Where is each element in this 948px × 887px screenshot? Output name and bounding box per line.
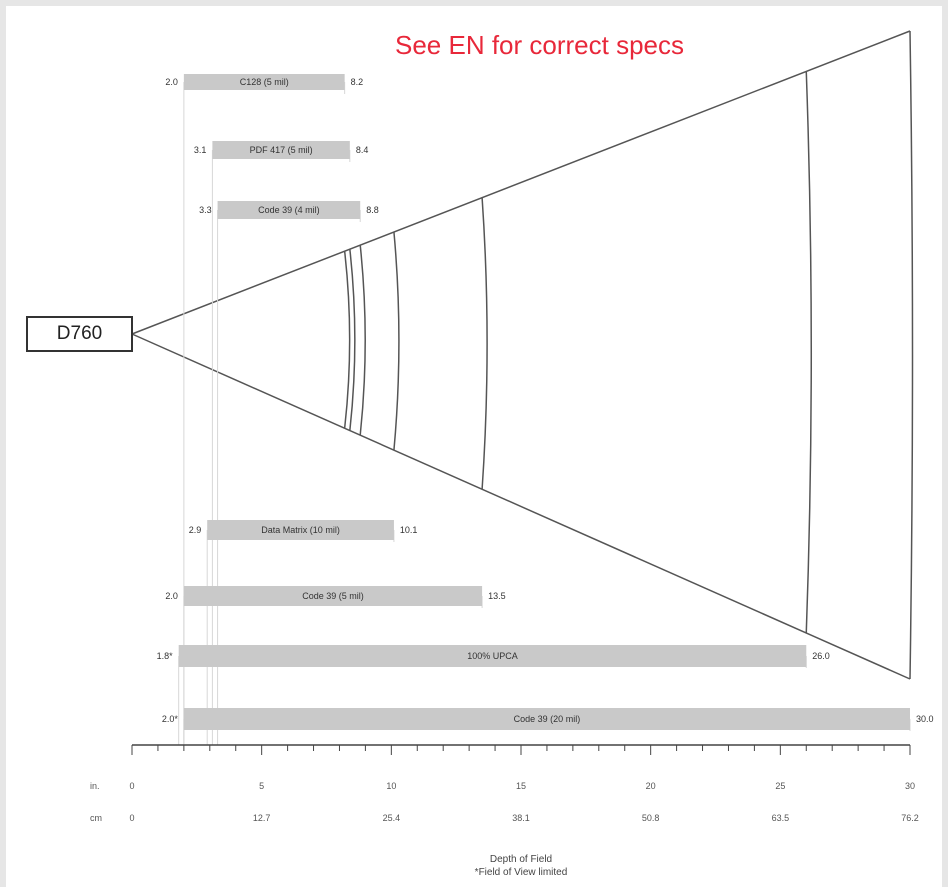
range-bar bbox=[212, 141, 350, 159]
diagram-frame bbox=[6, 6, 942, 887]
inch-tick-label: 15 bbox=[516, 781, 526, 791]
range-arc bbox=[481, 197, 488, 490]
x-axis-title: Depth of Field bbox=[490, 854, 552, 865]
bar-label: Code 39 (20 mil) bbox=[514, 714, 581, 724]
inch-tick-label: 0 bbox=[129, 781, 134, 791]
inch-tick-label: 10 bbox=[386, 781, 396, 791]
range-bar bbox=[183, 74, 345, 90]
bar-max-label: 13.5 bbox=[488, 591, 506, 601]
device-label-box: D760 bbox=[26, 316, 133, 352]
bar-label: C128 (5 mil) bbox=[240, 77, 289, 87]
bar-max-label: 8.8 bbox=[366, 205, 379, 215]
bar-min-label: 3.3 bbox=[199, 205, 212, 215]
inch-tick-label: 25 bbox=[775, 781, 785, 791]
range-bar bbox=[183, 708, 910, 730]
cm-tick-label: 63.5 bbox=[772, 813, 790, 823]
range-bar bbox=[217, 201, 361, 219]
range-arc bbox=[805, 71, 813, 634]
range-arc bbox=[359, 245, 366, 436]
bar-min-label: 3.1 bbox=[194, 145, 207, 155]
inch-tick-label: 5 bbox=[259, 781, 264, 791]
range-bar bbox=[207, 520, 394, 540]
cone-lower-edge bbox=[131, 333, 911, 680]
bar-min-label: 1.8* bbox=[157, 651, 174, 661]
inch-axis-label: in. bbox=[90, 781, 100, 791]
cm-tick-label: 25.4 bbox=[383, 813, 401, 823]
inch-tick-label: 30 bbox=[905, 781, 915, 791]
bar-max-label: 26.0 bbox=[812, 651, 830, 661]
cm-tick-label: 0 bbox=[129, 813, 134, 823]
range-arc bbox=[343, 251, 351, 429]
cone-far-arc bbox=[909, 30, 914, 680]
bar-max-label: 30.0 bbox=[916, 714, 934, 724]
cm-axis-label: cm bbox=[90, 813, 102, 823]
cone-upper-edge bbox=[131, 30, 911, 335]
bar-label: 100% UPCA bbox=[467, 651, 518, 661]
cm-tick-label: 50.8 bbox=[642, 813, 660, 823]
cm-tick-label: 38.1 bbox=[512, 813, 530, 823]
bar-label: Code 39 (5 mil) bbox=[302, 591, 364, 601]
bar-max-label: 8.2 bbox=[351, 77, 364, 87]
bar-max-label: 8.4 bbox=[356, 145, 369, 155]
bar-min-label: 2.9 bbox=[189, 525, 202, 535]
bar-min-label: 2.0 bbox=[165, 591, 178, 601]
inch-tick-label: 20 bbox=[646, 781, 656, 791]
range-bar bbox=[178, 645, 807, 667]
bar-min-label: 2.0* bbox=[162, 714, 179, 724]
range-arc bbox=[349, 249, 356, 431]
bar-max-label: 10.1 bbox=[400, 525, 418, 535]
range-bar bbox=[183, 586, 483, 606]
device-label: D760 bbox=[56, 323, 103, 344]
fov-limited-note: *Field of View limited bbox=[475, 867, 568, 878]
bar-min-label: 2.0 bbox=[165, 77, 178, 87]
bar-label: Data Matrix (10 mil) bbox=[261, 525, 340, 535]
cm-tick-label: 76.2 bbox=[901, 813, 919, 823]
range-arc bbox=[393, 231, 400, 451]
cm-tick-label: 12.7 bbox=[253, 813, 271, 823]
bar-label: PDF 417 (5 mil) bbox=[250, 145, 313, 155]
bar-label: Code 39 (4 mil) bbox=[258, 205, 320, 215]
spec-notice-banner: See EN for correct specs bbox=[395, 30, 684, 60]
